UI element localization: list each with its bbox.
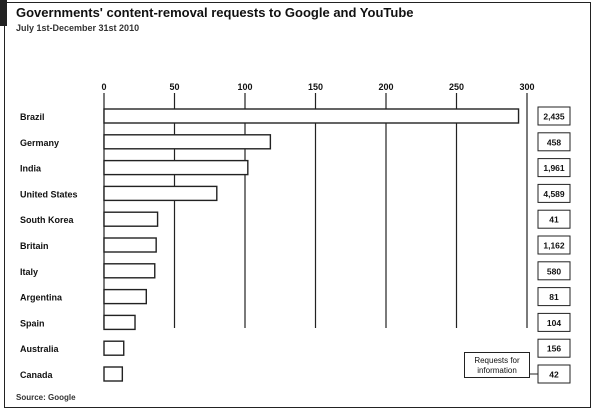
requests-value-label: 42	[549, 370, 559, 380]
bar	[103, 108, 520, 124]
category-label: Brazil	[20, 112, 45, 122]
value-box	[537, 287, 571, 307]
bar	[103, 340, 125, 356]
chart-title: Governments' content-removal requests to…	[16, 5, 414, 20]
category-label: United States	[20, 189, 78, 199]
requests-value-label: 41	[549, 215, 559, 225]
chart-subtitle: July 1st-December 31st 2010	[16, 23, 140, 33]
category-label: Australia	[20, 344, 60, 354]
requests-value-label: 1,961	[543, 163, 565, 173]
requests-value-label: 1,162	[543, 241, 565, 251]
requests-value-label: 580	[547, 266, 561, 276]
bar	[103, 237, 157, 253]
bar	[103, 134, 272, 150]
value-box	[537, 183, 571, 203]
requests-value-label: 156	[547, 344, 561, 354]
requests-value-label: 2,435	[543, 112, 565, 122]
x-tick-label: 50	[169, 82, 179, 92]
bar	[103, 314, 136, 331]
x-tick-label: 150	[308, 82, 323, 92]
category-label: Argentina	[20, 293, 63, 303]
category-label: India	[20, 164, 42, 174]
requests-value-label: 458	[547, 137, 561, 147]
value-box	[537, 338, 571, 358]
category-label: Italy	[20, 267, 38, 277]
category-label: South Korea	[20, 215, 74, 225]
legend-requests-for-information: Requests for information	[464, 352, 530, 378]
chart-source: Source: Google	[16, 393, 76, 402]
value-box	[537, 235, 571, 255]
bar	[103, 288, 147, 305]
bar	[103, 263, 156, 279]
requests-value-label: 81	[549, 292, 559, 302]
x-tick-label: 0	[101, 82, 106, 92]
value-box	[537, 261, 571, 281]
requests-value-label: 104	[547, 318, 561, 328]
requests-value-label: 4,589	[543, 189, 565, 199]
category-label: Britain	[20, 241, 49, 251]
x-tick-label: 300	[519, 82, 534, 92]
x-tick-label: 100	[237, 82, 252, 92]
bar	[103, 159, 249, 176]
accent-bar	[0, 0, 7, 26]
bar	[103, 366, 124, 382]
category-label: Canada	[20, 370, 54, 380]
category-label: Spain	[20, 318, 45, 328]
x-tick-label: 250	[449, 82, 464, 92]
value-box	[537, 312, 571, 332]
bar	[103, 211, 159, 227]
value-box	[537, 209, 571, 229]
value-box	[537, 132, 571, 152]
value-box	[537, 158, 571, 178]
chart-frame	[4, 2, 591, 408]
value-box	[537, 106, 571, 126]
bar	[103, 185, 218, 202]
x-tick-label: 200	[378, 82, 393, 92]
category-label: Germany	[20, 138, 59, 148]
legend-label: Requests for information	[474, 356, 520, 375]
